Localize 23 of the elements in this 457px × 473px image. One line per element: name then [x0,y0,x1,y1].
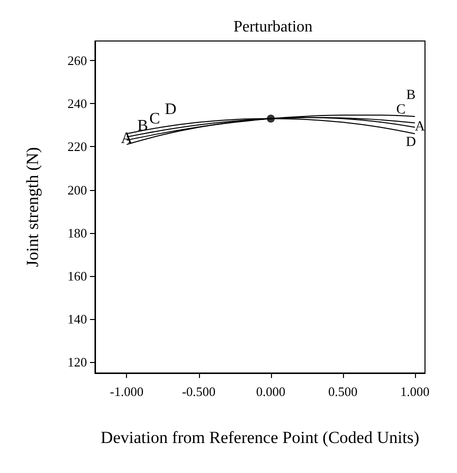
series-label: D [406,135,416,150]
y-tick-label: 160 [68,268,87,284]
y-tick-label: 180 [68,225,87,240]
x-axis-title: Deviation from Reference Point (Coded Units) [100,428,420,447]
x-tick-label: 0.500 [328,384,358,399]
x-tick-label: -0.500 [182,384,216,399]
text: C [396,102,406,118]
series-label: B [137,118,148,135]
y-tick-label: 140 [68,312,87,327]
x-tick-label: 1.000 [400,384,430,399]
text: D [164,101,176,118]
series-label: C [149,110,160,128]
x-tick-label: 0.000 [256,384,286,399]
y-tick-label: 120 [68,354,87,370]
series-label: A [414,120,426,135]
y-tick-label: 220 [68,139,87,154]
text: B [406,88,416,103]
chart-title: Perturbation [233,18,313,36]
x-tick-label: -1.000 [110,384,144,399]
y-axis-title: Joint strength (N) [23,147,42,267]
y-tick-label: 240 [68,96,87,112]
y-tick-label: 200 [68,182,87,198]
y-tick-label: 260 [68,52,87,68]
